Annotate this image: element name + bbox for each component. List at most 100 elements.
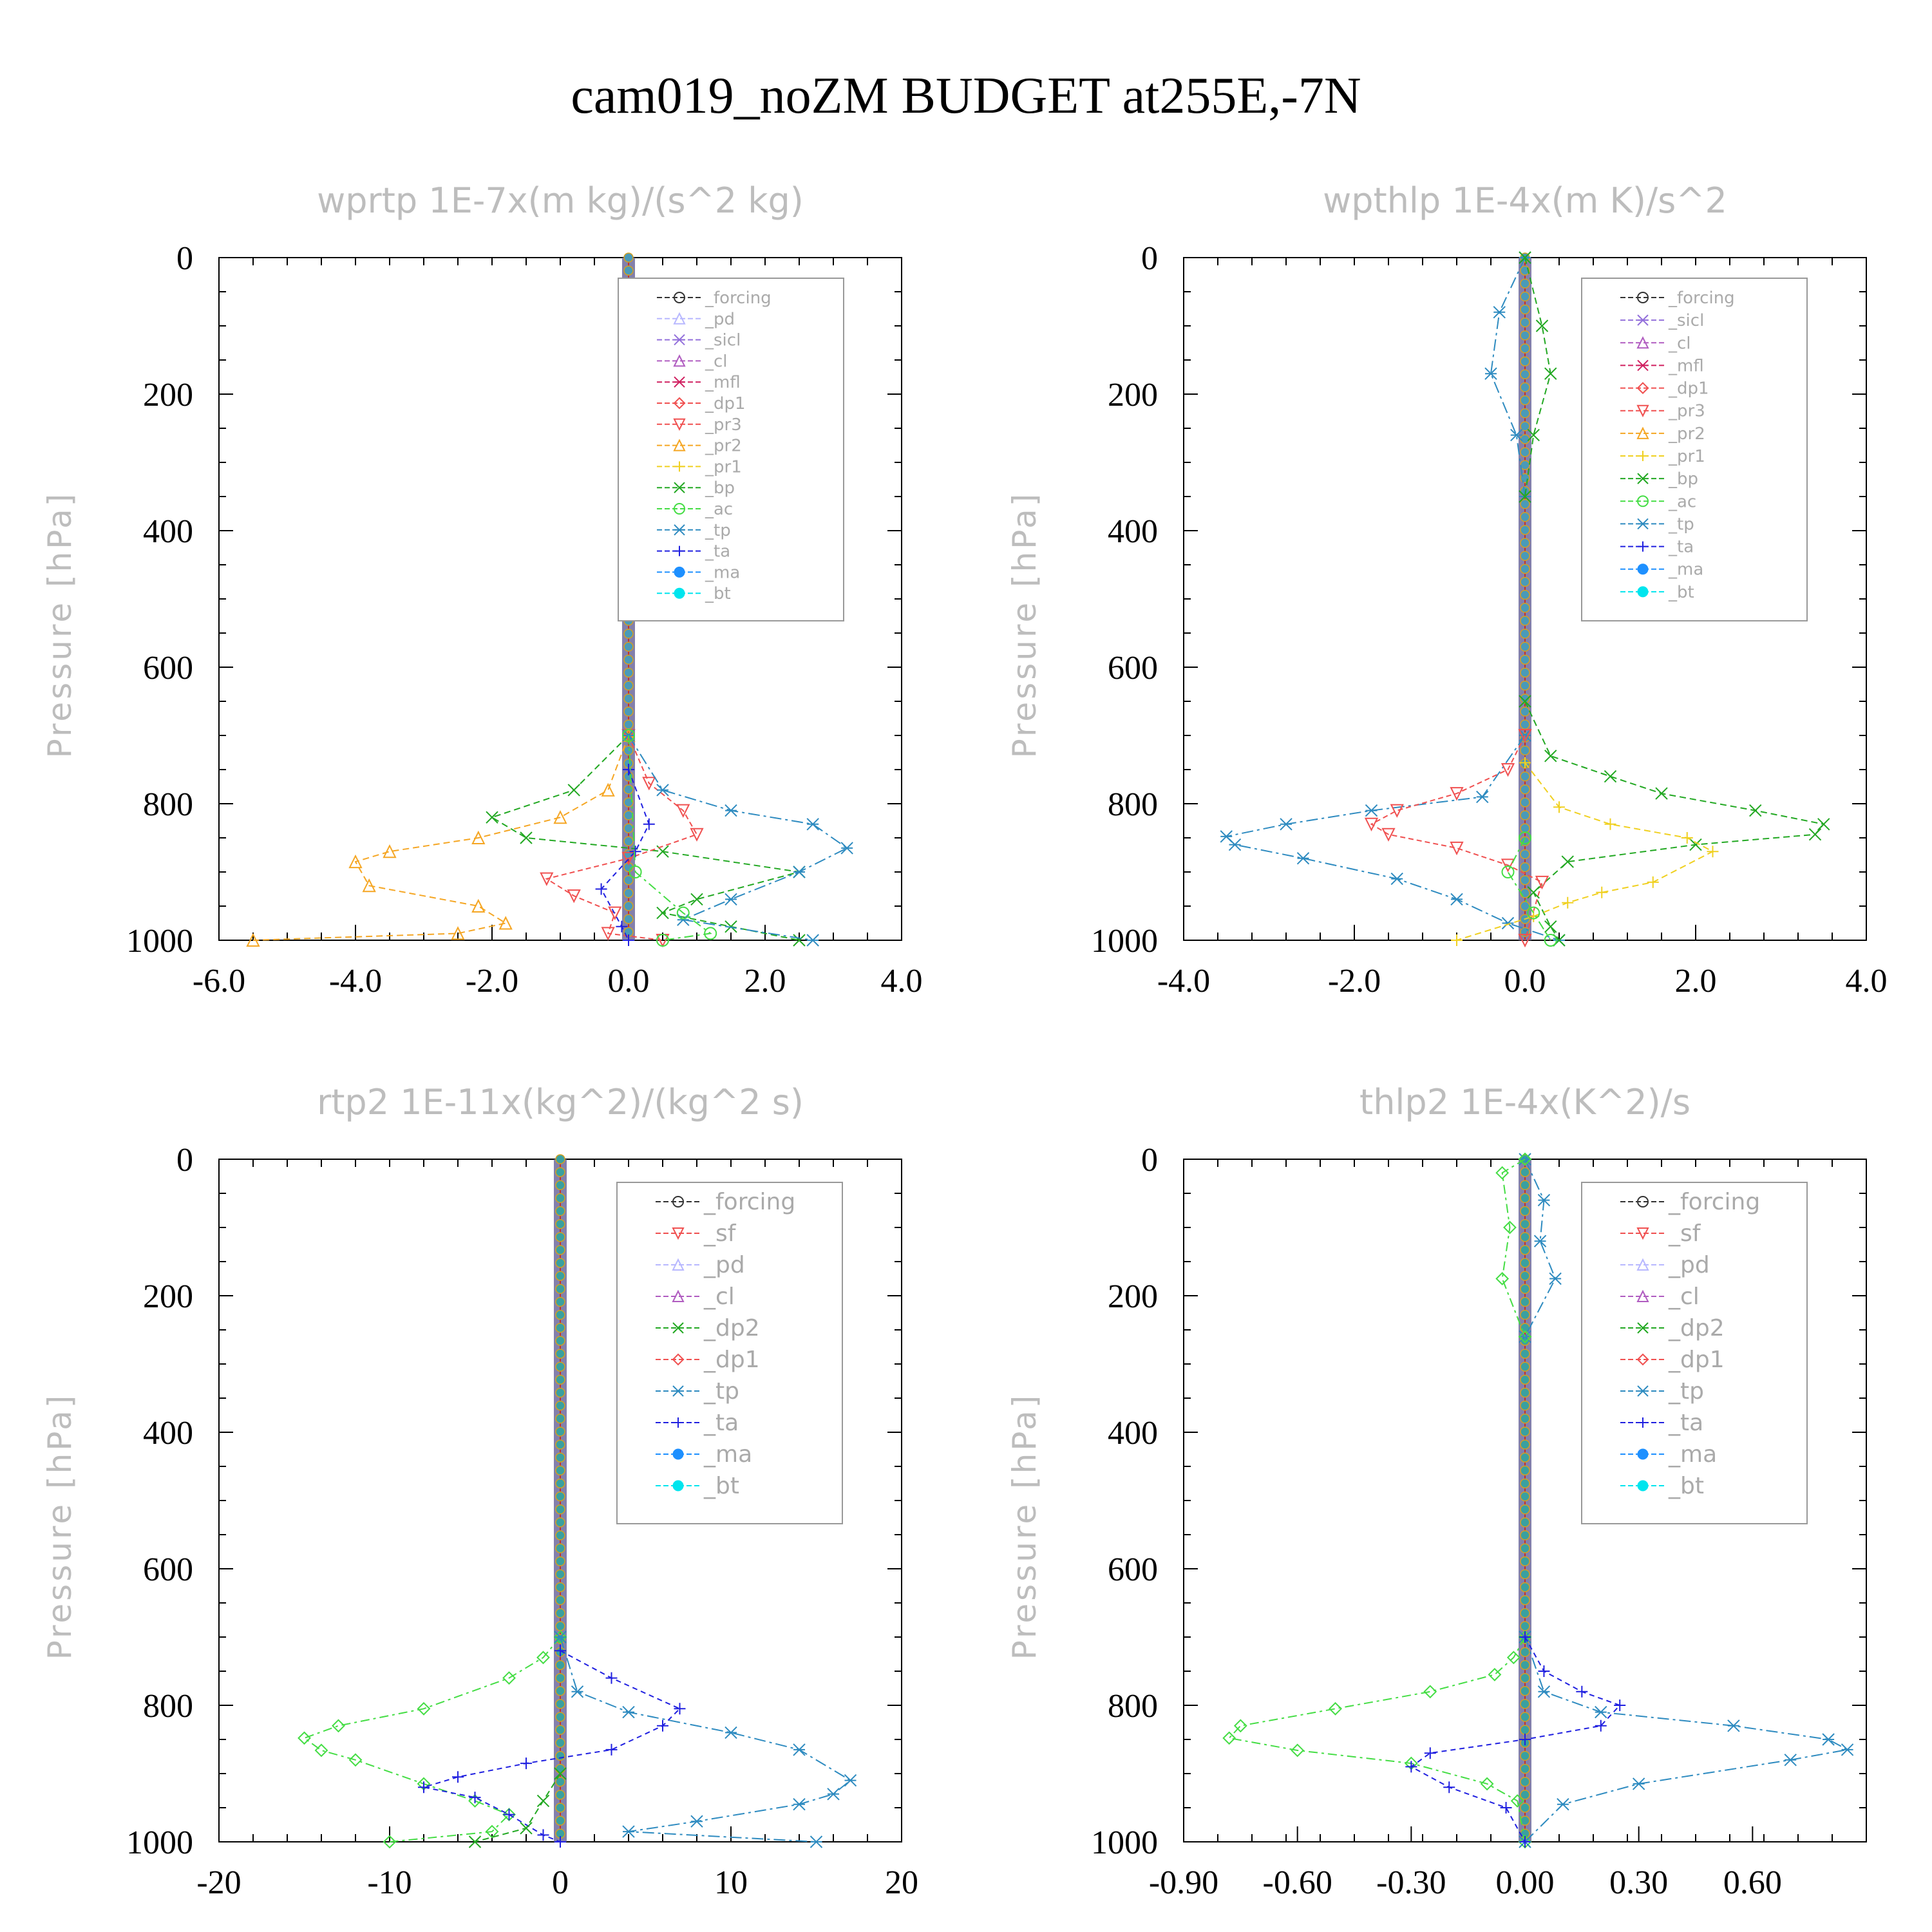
legend-marker (673, 354, 686, 367)
zero-marker (555, 1452, 565, 1463)
y-tick-label: 400 (1108, 1415, 1158, 1452)
zero-marker (555, 1815, 565, 1826)
data-point (1493, 306, 1506, 319)
zero-marker (1520, 810, 1530, 820)
data-point (1476, 790, 1489, 804)
legend-marker (672, 1480, 684, 1492)
data-point (642, 777, 656, 791)
series-ac (622, 729, 717, 947)
y-tick-label: 0 (1141, 1142, 1158, 1179)
zero-marker (1520, 1569, 1530, 1580)
zero-marker (1520, 498, 1530, 509)
x-tick-label: -2.0 (1328, 963, 1381, 999)
legend: _forcing _sicl _cl _mfl _dp1 _pr3 _pr2 _pr1 _bp _… (1581, 278, 1808, 621)
zero-marker (1520, 343, 1530, 354)
data-point (1519, 1734, 1531, 1745)
data-point (1681, 832, 1693, 844)
legend-label: _ma (1668, 1441, 1717, 1468)
data-point (1495, 1272, 1510, 1285)
zero-marker (555, 1400, 565, 1411)
legend-marker (674, 461, 685, 472)
data-point (1727, 1719, 1740, 1732)
zero-marker (1520, 1685, 1530, 1696)
data-point (656, 906, 669, 920)
data-point (1841, 1743, 1854, 1756)
zero-marker (1520, 1400, 1530, 1411)
series-dp2 (468, 1767, 567, 1848)
data-point (468, 1835, 482, 1848)
data-point (348, 1753, 363, 1767)
data-point (567, 784, 580, 797)
data-point (536, 1794, 550, 1808)
data-point (1544, 920, 1557, 933)
legend-label: _pr2 (1668, 424, 1705, 444)
zero-marker (555, 1543, 565, 1553)
data-point (1538, 1665, 1550, 1677)
panel-title: wpthlp 1E-4x(m K)/s^2 (1323, 180, 1727, 221)
zero-marker (1520, 1245, 1530, 1255)
data-point (362, 878, 376, 893)
y-tick-label: 200 (1108, 1278, 1158, 1315)
zero-marker (1520, 629, 1530, 639)
zero-marker (1520, 823, 1530, 833)
data-point (676, 804, 690, 818)
data-point (1280, 818, 1293, 831)
legend-label: _tp (705, 521, 731, 540)
zero-marker (1520, 1530, 1530, 1540)
y-axis-label: Pressure [hPa] (41, 1393, 79, 1660)
data-point (806, 818, 819, 831)
legend-marker (674, 566, 685, 578)
series-line (1524, 1636, 1850, 1842)
legend-label: _ma (703, 1441, 752, 1468)
data-point (348, 854, 363, 869)
zero-marker (1520, 797, 1530, 808)
y-tick-label: 800 (1108, 1688, 1158, 1725)
series-line (1227, 1636, 1526, 1842)
x-tick-label: -0.30 (1376, 1864, 1446, 1901)
zero-marker (555, 1154, 565, 1164)
panel-title: wprtp 1E-7x(m kg)/(s^2 kg) (317, 180, 804, 221)
x-tick-label: 0.0 (608, 963, 650, 999)
zero-marker (555, 1206, 565, 1217)
data-point (1518, 1330, 1532, 1344)
zero-marker (1520, 551, 1530, 561)
data-point (383, 844, 397, 858)
data-point (1424, 1747, 1436, 1759)
zero-marker (1520, 1167, 1530, 1177)
data-point (1390, 804, 1404, 818)
series-dp1_upper (1495, 1152, 1532, 1344)
zero-marker (555, 1232, 565, 1242)
data-point (1365, 804, 1378, 817)
y-tick-label: 600 (143, 650, 193, 687)
zero-marker (555, 1738, 565, 1748)
y-tick-label: 1000 (1091, 1824, 1158, 1861)
legend-marker (1636, 336, 1649, 349)
data-point (1817, 818, 1830, 831)
y-tick-label: 1000 (126, 1824, 193, 1861)
zero-marker (555, 1323, 565, 1333)
legend-marker (1638, 1417, 1648, 1428)
data-point (1503, 1220, 1517, 1235)
zero-marker (1520, 1193, 1530, 1204)
data-point (605, 1743, 618, 1756)
data-point (1519, 490, 1531, 503)
y-tick-label: 600 (143, 1551, 193, 1588)
zero-marker (1520, 1309, 1530, 1320)
zero-marker (1520, 680, 1530, 691)
data-point (1535, 875, 1549, 890)
zero-marker (1520, 1504, 1530, 1515)
y-tick-label: 800 (143, 1688, 193, 1725)
zero-marker (1520, 875, 1530, 886)
zero-marker (1520, 278, 1530, 289)
zero-marker (555, 1660, 565, 1671)
x-tick-label: 0.0 (1504, 963, 1546, 999)
zero-marker (623, 797, 634, 808)
legend-label: _dp2 (1668, 1315, 1725, 1341)
y-tick-label: 400 (1108, 513, 1158, 550)
legend-label: _dp1 (1668, 379, 1709, 399)
zero-marker (1520, 654, 1530, 665)
zero-marker (555, 1414, 565, 1424)
data-point (1544, 934, 1557, 947)
legend-label: _forcing (1668, 289, 1735, 308)
data-point (1484, 367, 1497, 380)
